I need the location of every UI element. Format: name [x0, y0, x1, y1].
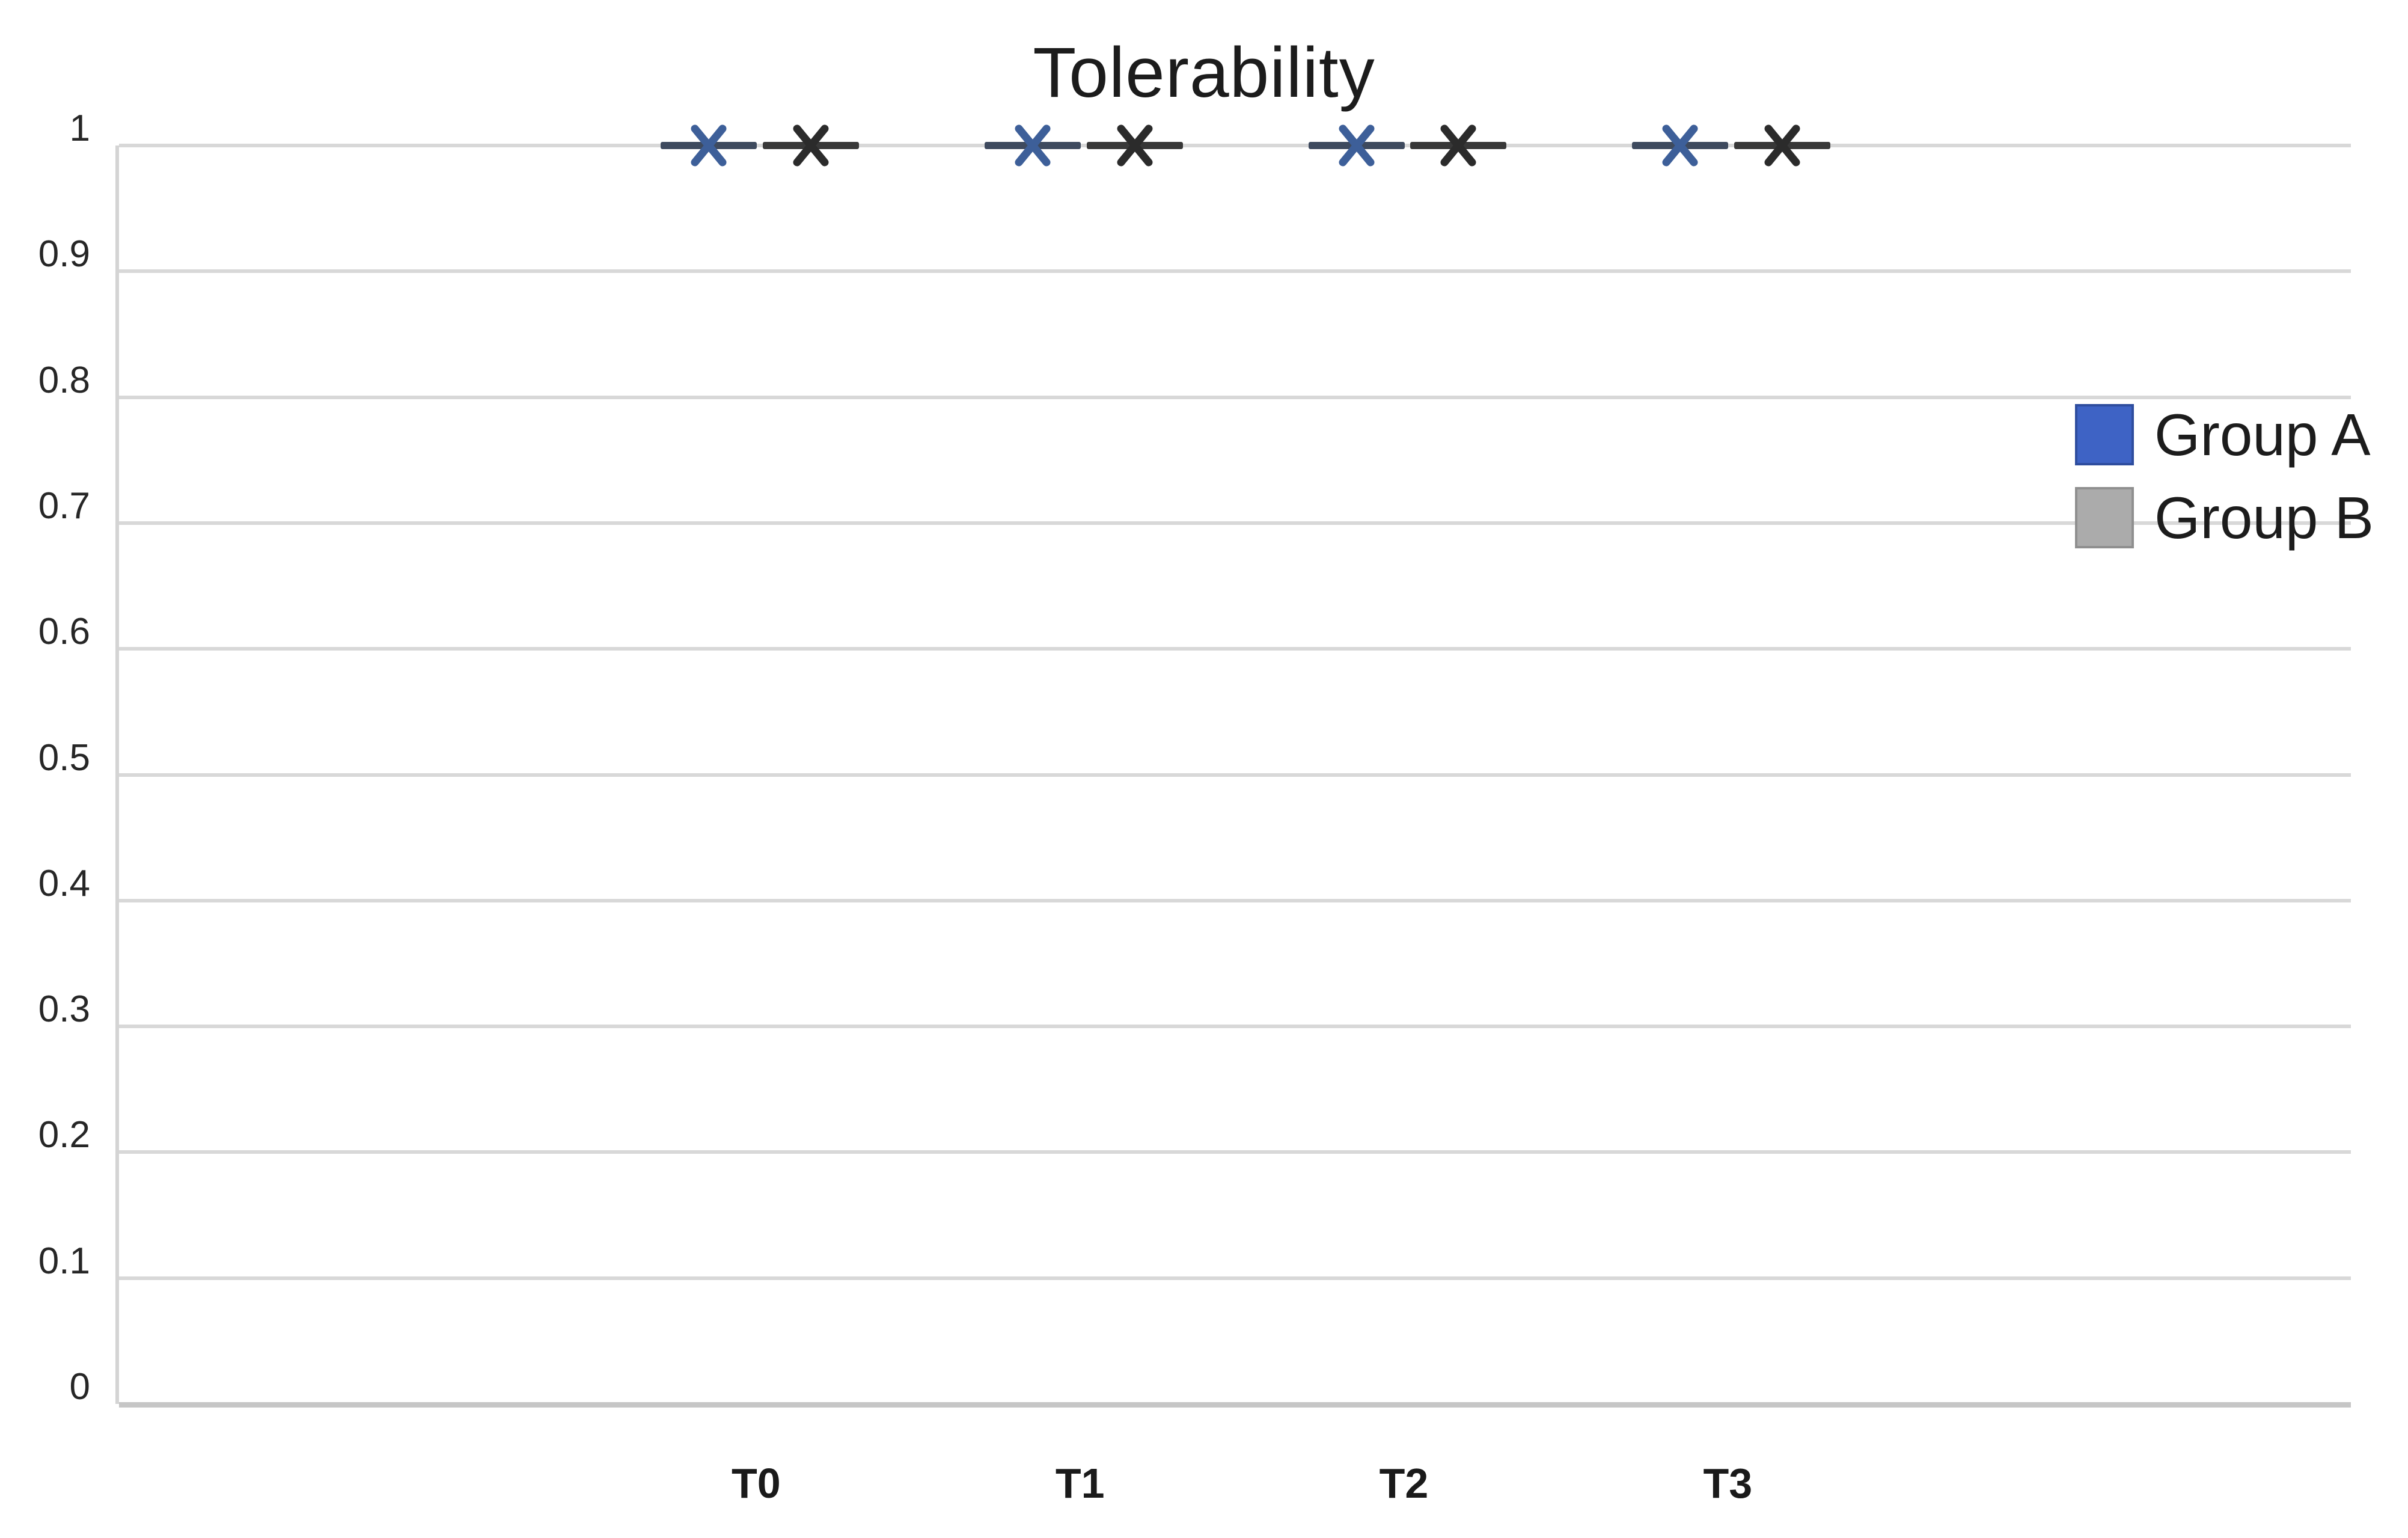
x-tick-label: T1	[1055, 1460, 1105, 1507]
legend-label: Group A	[2154, 402, 2371, 468]
legend-item-group-a: Group A	[2075, 402, 2374, 468]
y-tick-label: 0.1	[38, 1240, 90, 1282]
gridline	[119, 1276, 2351, 1280]
gridline	[119, 144, 2351, 147]
chart-title: Tolerability	[1033, 33, 1375, 112]
y-tick-label: 0.7	[38, 485, 90, 527]
gridline	[119, 1150, 2351, 1154]
gridline	[119, 269, 2351, 274]
x-marker-icon	[1117, 124, 1153, 167]
x-marker-icon	[1339, 124, 1375, 167]
x-marker-icon	[1662, 124, 1698, 167]
x-marker-icon	[793, 124, 829, 167]
x-tick-label: T2	[1379, 1460, 1429, 1507]
gridline	[119, 773, 2351, 777]
legend-item-group-b: Group B	[2075, 485, 2374, 551]
y-tick-label: 0.6	[38, 611, 90, 653]
x-marker-icon	[1764, 124, 1800, 167]
y-tick-label: 0.3	[38, 988, 90, 1031]
y-tick-label: 0.4	[38, 862, 90, 904]
x-marker-icon	[1015, 124, 1051, 167]
gridline	[119, 647, 2351, 651]
y-tick-label: 0.9	[38, 233, 90, 275]
gridline	[119, 1025, 2351, 1029]
gridline	[119, 521, 2351, 525]
legend-swatch	[2075, 487, 2134, 548]
legend: Group A Group B	[2075, 402, 2374, 568]
y-tick-label: 0.2	[38, 1114, 90, 1156]
x-marker-icon	[1440, 124, 1476, 167]
x-tick-label: T0	[732, 1460, 781, 1507]
x-axis-line	[119, 1402, 2351, 1408]
y-tick-label: 0.5	[38, 737, 90, 779]
x-marker-icon	[691, 124, 727, 167]
y-tick-label: 0	[69, 1366, 90, 1408]
gridline	[119, 898, 2351, 902]
x-tick-label: T3	[1703, 1460, 1753, 1507]
legend-label: Group B	[2154, 485, 2374, 551]
y-tick-label: 1	[69, 108, 90, 149]
gridline	[119, 395, 2351, 399]
plot-area	[115, 124, 2351, 1408]
y-tick-label: 0.8	[38, 359, 90, 401]
legend-swatch	[2075, 404, 2134, 465]
